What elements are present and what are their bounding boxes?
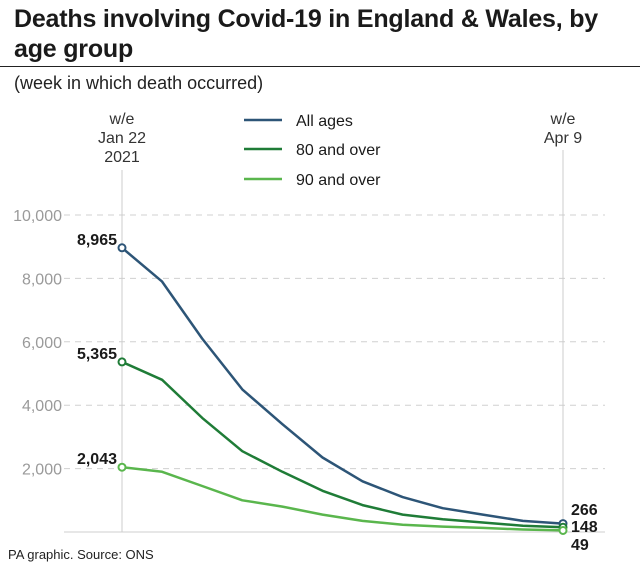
series-line-90-and-over bbox=[120, 465, 565, 532]
y-axis-ticks: 2,000 4,000 6,000 8,000 10,000 bbox=[13, 208, 62, 479]
series-line-all-ages bbox=[120, 246, 565, 525]
y-tick-label: 8,000 bbox=[22, 271, 62, 288]
end-date-label-line1: w/e bbox=[550, 111, 576, 128]
legend-label-80-and-over: 80 and over bbox=[296, 142, 381, 159]
source-note: PA graphic. Source: ONS bbox=[8, 547, 154, 562]
chart-subtitle: (week in which death occurred) bbox=[14, 73, 264, 93]
data-point-90-and-over bbox=[117, 462, 127, 472]
start-value-label-all-ages: 8,965 bbox=[77, 232, 117, 249]
y-tick-label: 2,000 bbox=[22, 462, 62, 479]
data-series bbox=[117, 243, 568, 535]
y-tick-label: 6,000 bbox=[22, 335, 62, 352]
start-date-label-line2: Jan 22 bbox=[98, 130, 146, 147]
end-value-label-90-and-over: 49 bbox=[571, 537, 589, 554]
data-point-90-and-over bbox=[558, 525, 568, 535]
legend-label-all-ages: All ages bbox=[296, 113, 353, 130]
end-value-label-80-and-over: 148 bbox=[571, 519, 598, 536]
data-point-80-and-over bbox=[117, 357, 127, 367]
y-tick-label: 4,000 bbox=[22, 398, 62, 415]
end-value-label-all-ages: 266 bbox=[571, 502, 598, 519]
start-date-label-line1: w/e bbox=[109, 111, 135, 128]
start-value-label-80-and-over: 5,365 bbox=[77, 346, 117, 363]
chart-title: Deaths involving Covid-19 in England & W… bbox=[14, 5, 599, 63]
start-value-label-90-and-over: 2,043 bbox=[77, 451, 117, 468]
start-date-label-line3: 2021 bbox=[104, 149, 140, 166]
grid-lines bbox=[64, 214, 605, 533]
legend: All ages 80 and over 90 and over bbox=[244, 113, 381, 189]
title-divider bbox=[0, 66, 640, 67]
end-date-label-line2: Apr 9 bbox=[544, 130, 582, 147]
series-line-80-and-over bbox=[120, 360, 565, 529]
y-tick-label: 10,000 bbox=[13, 208, 62, 225]
data-point-all-ages bbox=[117, 243, 127, 253]
legend-label-90-and-over: 90 and over bbox=[296, 172, 381, 189]
